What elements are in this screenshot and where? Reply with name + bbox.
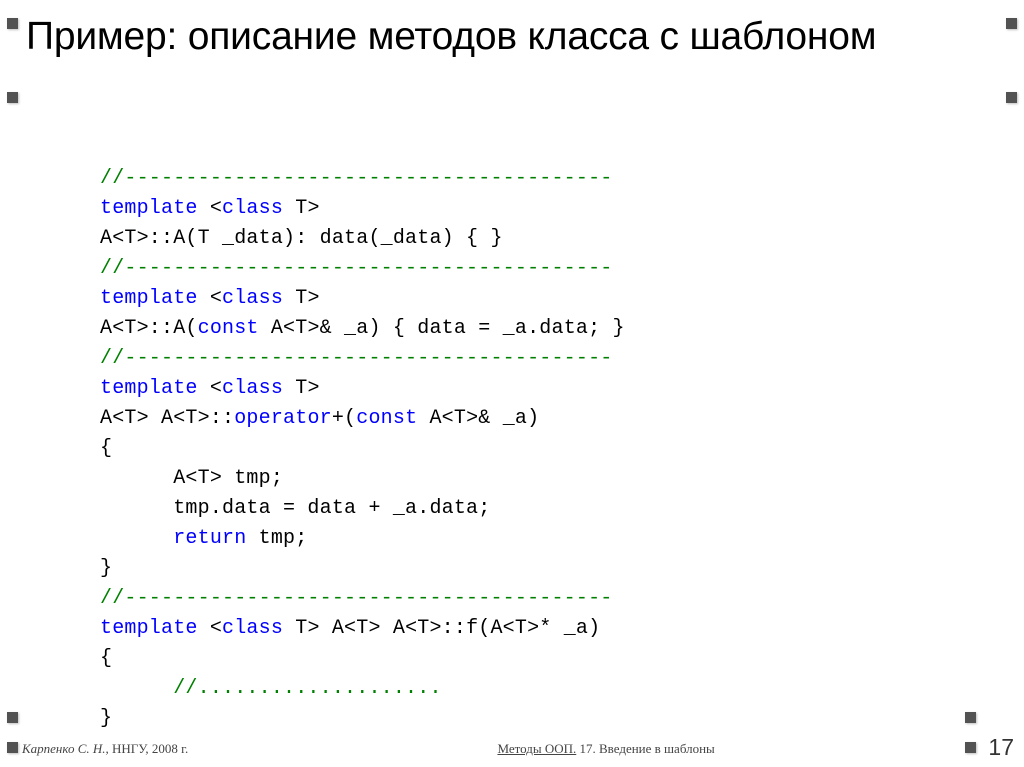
kw-class: class [222,197,283,220]
kw-class: class [222,617,283,640]
code-text: > [307,197,319,220]
kw-operator: operator [234,407,332,430]
code-text: T [295,287,307,310]
code-text: > [307,377,319,400]
kw-template: template [100,617,198,640]
code-text: { [100,647,112,670]
code-text: A<T>::A( [100,317,198,340]
page-number: 17 [988,734,1014,761]
code-text: T [295,377,307,400]
code-block: //--------------------------------------… [100,164,625,734]
code-text: } [100,707,112,730]
code-text: A<T>::A(T _data): data(_data) { } [100,227,503,250]
code-text: A<T>& _a) [417,407,539,430]
code-comment: //--------------------------------------… [100,347,612,370]
kw-template: template [100,377,198,400]
decor-bullet [1006,18,1017,29]
decor-bullet [7,18,18,29]
code-text: T [295,197,307,220]
footer-center: Методы ООП. 17. Введение в шаблоны [188,741,1024,757]
kw-template: template [100,287,198,310]
code-text: A<T> tmp; [100,467,283,490]
decor-bullet [7,92,18,103]
footer: Карпенко С. Н., ННГУ, 2008 г. Методы ООП… [0,741,1024,757]
code-text: tmp; [246,527,307,550]
decor-bullet [7,712,18,723]
footer-author-name: Карпенко С. Н., [22,741,109,756]
code-comment: //--------------------------------------… [100,257,612,280]
code-comment: //--------------------------------------… [100,167,612,190]
footer-org: ННГУ, 2008 г. [109,741,189,756]
code-text: { [100,437,112,460]
code-text: tmp.data = data + _a.data; [100,497,490,520]
code-text: A<T> A<T>:: [100,407,234,430]
decor-bullet [1006,92,1017,103]
footer-author: Карпенко С. Н., ННГУ, 2008 г. [0,741,188,757]
footer-center-rest: 17. Введение в шаблоны [576,741,715,756]
code-text: +( [332,407,356,430]
decor-bullet [965,712,976,723]
kw-const: const [356,407,417,430]
code-text: > [307,287,319,310]
kw-class: class [222,377,283,400]
slide: Пример: описание методов класса с шаблон… [0,0,1024,767]
code-text: < [198,287,222,310]
code-text [100,527,173,550]
code-text: < [198,377,222,400]
code-comment: //.................... [100,677,442,700]
kw-return: return [173,527,246,550]
code-text: > A<T> A<T>::f(A<T>* _a) [307,617,600,640]
slide-title: Пример: описание методов класса с шаблон… [26,14,998,60]
code-text: < [198,197,222,220]
kw-const: const [198,317,259,340]
code-text: T [295,617,307,640]
code-text: < [198,617,222,640]
kw-template: template [100,197,198,220]
code-text: A<T>& _a) { data = _a.data; } [259,317,625,340]
code-comment: //--------------------------------------… [100,587,612,610]
footer-center-underline: Методы ООП. [497,741,576,756]
code-text: } [100,557,112,580]
kw-class: class [222,287,283,310]
